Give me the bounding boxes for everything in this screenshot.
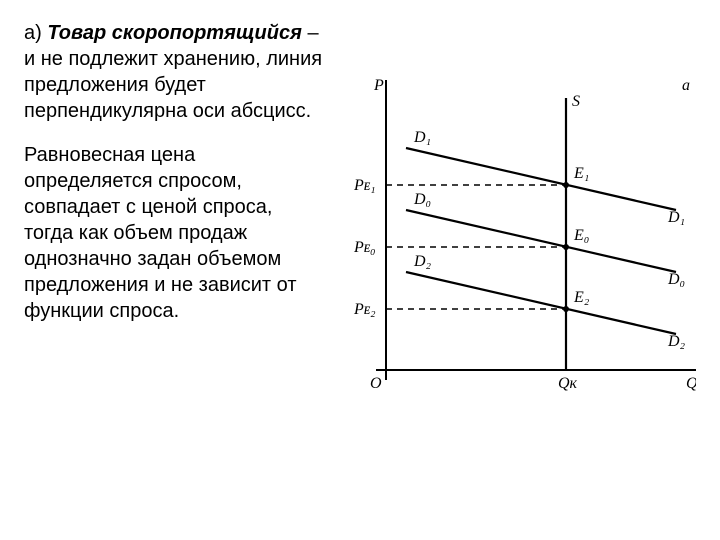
- x-axis-label: Q: [686, 375, 696, 392]
- graph-svg: P a O Q Qк S D₁ D₀ D₂ D₁ D₀ D₂ E₁ E₀ E₂: [336, 50, 696, 410]
- page: а) Товар скоропортящийся – и не подлежит…: [0, 0, 720, 540]
- e2-label: E₂: [573, 289, 590, 306]
- origin-label: O: [370, 375, 382, 392]
- lead-prefix: а): [24, 22, 47, 44]
- panel-label: a: [682, 77, 690, 94]
- e1-label: E₁: [573, 165, 589, 182]
- eq-point-e1: [563, 182, 569, 188]
- lead-paragraph: а) Товар скоропортящийся – и не подлежит…: [24, 20, 324, 124]
- pe0-label: Pᴇ₀: [353, 239, 376, 256]
- supply-demand-graph: P a O Q Qк S D₁ D₀ D₂ D₁ D₀ D₂ E₁ E₀ E₂: [336, 50, 696, 410]
- y-axis-label: P: [373, 77, 384, 94]
- d2-right-label: D₂: [667, 333, 686, 350]
- d1-right-label: D₁: [667, 209, 685, 226]
- eq-point-e0: [563, 244, 569, 250]
- eq-point-e2: [563, 306, 569, 312]
- text-column: а) Товар скоропортящийся – и не подлежит…: [24, 20, 336, 520]
- demand-line-d0: [406, 210, 676, 272]
- d0-right-label: D₀: [667, 271, 685, 288]
- graph-column: P a O Q Qк S D₁ D₀ D₂ D₁ D₀ D₂ E₁ E₀ E₂: [336, 20, 696, 520]
- demand-line-d2: [406, 272, 676, 334]
- lead-term: Товар скоропортящийся: [47, 22, 302, 44]
- d2-left-label: D₂: [413, 253, 432, 270]
- qk-tick-label: Qк: [558, 375, 578, 392]
- d1-left-label: D₁: [413, 129, 431, 146]
- d0-left-label: D₀: [413, 191, 431, 208]
- pe1-label: Pᴇ₁: [353, 177, 376, 194]
- pe2-label: Pᴇ₂: [353, 301, 376, 318]
- e0-label: E₀: [573, 227, 589, 244]
- supply-label: S: [572, 93, 580, 110]
- body-paragraph: Равновесная цена определяется спросом, с…: [24, 142, 324, 324]
- demand-line-d1: [406, 148, 676, 210]
